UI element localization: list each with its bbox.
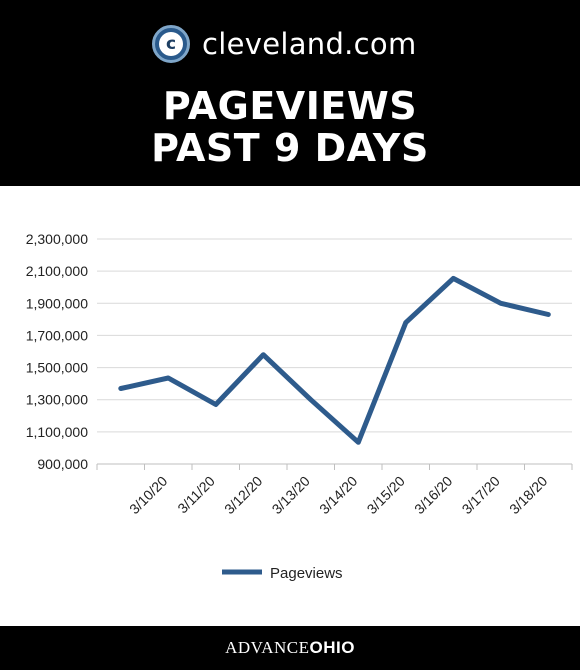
header-banner: c cleveland.com PAGEVIEWS PAST 9 DAYS bbox=[0, 0, 580, 186]
logo-letter: c bbox=[159, 32, 183, 56]
line-chart: 2,300,000 2,100,000 1,900,000 1,700,000 1,50… bbox=[26, 231, 573, 582]
x-tick-label: 3/14/20 bbox=[316, 473, 360, 517]
y-tick-label: 2,100,000 bbox=[26, 263, 88, 279]
x-tick-label: 3/11/20 bbox=[174, 473, 218, 517]
chart-title-line1: PAGEVIEWS bbox=[162, 84, 418, 128]
y-axis-tick-labels: 2,300,000 2,100,000 1,900,000 1,700,000 1,50… bbox=[26, 231, 89, 472]
legend-label-pageviews: Pageviews bbox=[270, 565, 343, 582]
series-pageviews bbox=[118, 275, 551, 445]
x-tick-label: 3/18/20 bbox=[506, 473, 550, 517]
footer-banner: ADVANCE OHIO bbox=[0, 626, 580, 670]
brand-logo[interactable]: c cleveland.com bbox=[152, 24, 417, 64]
brand-name: cleveland.com bbox=[202, 27, 417, 61]
x-tick-label: 3/13/20 bbox=[269, 473, 313, 517]
x-tick-label: 3/16/20 bbox=[411, 473, 455, 517]
cleveland-logo-icon: c bbox=[152, 25, 190, 63]
y-tick-label: 1,100,000 bbox=[26, 424, 88, 440]
x-tick-label: 3/17/20 bbox=[459, 473, 503, 517]
y-tick-label: 1,500,000 bbox=[26, 360, 88, 376]
gridlines bbox=[97, 238, 572, 465]
x-tick-label: 3/10/20 bbox=[126, 473, 170, 517]
x-axis-tick-labels: 3/10/20 3/11/20 3/12/20 3/13/20 3/14/20 3/15/… bbox=[126, 473, 550, 517]
series-line-pageviews bbox=[118, 275, 551, 445]
footer-brand-advance: ADVANCE bbox=[225, 638, 310, 657]
footer-brand-ohio: OHIO bbox=[309, 638, 355, 657]
y-tick-label: 1,300,000 bbox=[26, 392, 88, 408]
x-tick-label: 3/12/20 bbox=[221, 473, 265, 517]
y-tick-label: 2,300,000 bbox=[26, 231, 88, 247]
y-tick-label: 1,900,000 bbox=[26, 295, 88, 311]
y-tick-label: 1,700,000 bbox=[26, 327, 88, 343]
x-axis bbox=[96, 463, 573, 470]
legend: Pageviews bbox=[222, 565, 343, 582]
y-tick-label: 900,000 bbox=[37, 456, 88, 472]
chart-title-line2: PAST 9 DAYS bbox=[151, 126, 429, 170]
x-tick-label: 3/15/20 bbox=[364, 473, 408, 517]
